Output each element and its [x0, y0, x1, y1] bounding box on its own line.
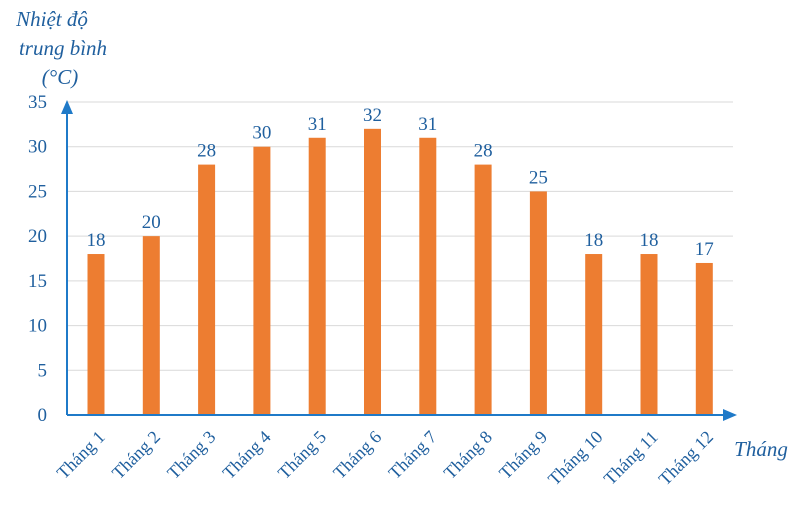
category-label-10: Tháng 10: [544, 427, 607, 490]
bar-3: [198, 164, 216, 415]
category-label-3: Tháng 3: [163, 427, 219, 483]
data-labels: 18 20 28 30 31 32 31 28 25 18 18 17: [87, 105, 714, 260]
y-tick-label-30: 30: [28, 137, 47, 158]
bar-12: [695, 262, 713, 415]
bar-2: [142, 236, 160, 415]
category-label-4: Tháng 4: [219, 427, 275, 483]
category-label-11: Tháng 11: [600, 427, 662, 489]
data-label-11: 18: [640, 230, 659, 251]
data-label-3: 28: [197, 141, 216, 162]
data-label-4: 30: [252, 123, 271, 144]
data-label-5: 31: [308, 114, 327, 135]
x-axis-arrow-icon: [723, 409, 737, 421]
y-tick-labels: 0 5 10 15 20 25 30 35: [28, 92, 47, 426]
category-label-12: Tháng 12: [655, 427, 718, 490]
bar-11: [640, 254, 658, 415]
category-labels: Tháng 1 Tháng 2 Tháng 3 Tháng 4 Tháng 5 Tháng…: [53, 427, 718, 490]
category-label-1: Tháng 1: [53, 427, 109, 483]
axes: [61, 100, 737, 421]
y-axis-arrow-icon: [61, 100, 73, 114]
category-label-8: Tháng 8: [440, 427, 496, 483]
bar-6: [364, 128, 381, 416]
bars: [87, 128, 713, 416]
y-tick-label-5: 5: [38, 360, 48, 381]
category-label-7: Tháng 7: [384, 427, 440, 483]
bar-5: [308, 137, 326, 415]
y-tick-label-20: 20: [28, 226, 47, 247]
data-label-7: 31: [418, 114, 437, 135]
y-axis-title-line-1: Nhiệt độ: [15, 7, 88, 31]
y-tick-label-35: 35: [28, 92, 47, 113]
y-tick-label-0: 0: [38, 405, 48, 426]
bar-7: [419, 137, 437, 415]
data-label-1: 18: [87, 230, 106, 251]
data-label-6: 32: [363, 105, 382, 126]
data-label-8: 28: [474, 141, 493, 162]
bar-4: [253, 146, 271, 415]
data-label-2: 20: [142, 212, 161, 233]
y-tick-label-15: 15: [28, 271, 47, 292]
category-label-9: Tháng 9: [495, 427, 551, 483]
x-axis-title: Tháng: [734, 437, 788, 461]
data-label-12: 17: [695, 239, 714, 260]
y-axis-title-line-2: trung bình: [19, 36, 107, 60]
gridlines: [67, 101, 733, 371]
bar-1: [87, 254, 105, 415]
bar-8: [474, 164, 492, 415]
y-axis-title-line-3: (°C): [42, 65, 78, 89]
data-label-10: 18: [584, 230, 603, 251]
y-tick-label-10: 10: [28, 316, 47, 337]
category-label-2: Tháng 2: [108, 427, 164, 483]
y-tick-label-25: 25: [28, 181, 47, 202]
bar-9: [529, 191, 547, 415]
category-label-6: Tháng 6: [329, 427, 385, 483]
bar-10: [585, 254, 603, 415]
data-label-9: 25: [529, 167, 548, 188]
category-label-5: Tháng 5: [274, 427, 330, 483]
